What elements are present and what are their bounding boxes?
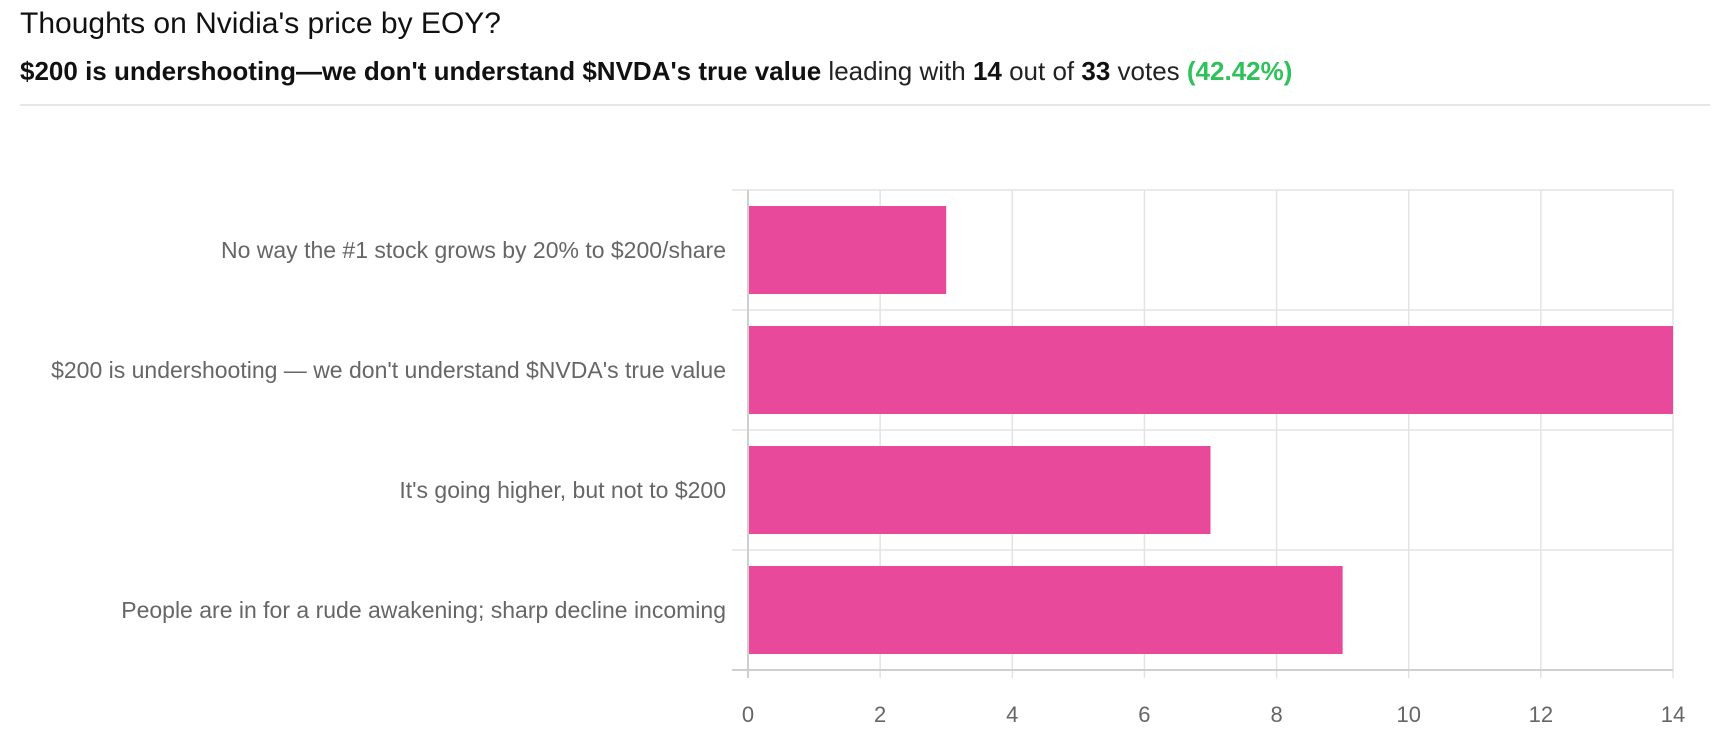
total-votes: 33 (1081, 56, 1111, 86)
x-tick-label: 8 (1270, 702, 1282, 727)
out-of-text: out of (1001, 56, 1082, 86)
x-tick-label: 10 (1396, 702, 1420, 727)
votes-text: votes (1110, 56, 1187, 86)
category-label: $200 is undershooting — we don't underst… (51, 357, 726, 383)
bar (749, 566, 1343, 654)
x-tick-label: 4 (1006, 702, 1018, 727)
poll-title: Thoughts on Nvidia's price by EOY? (20, 7, 501, 40)
category-label: People are in for a rude awakening; shar… (121, 597, 726, 623)
x-tick-label: 6 (1138, 702, 1150, 727)
x-tick-label: 2 (874, 702, 886, 727)
poll-summary: $200 is undershooting—we don't understan… (20, 54, 1710, 88)
header-divider (20, 104, 1710, 106)
leading-with-text: leading with (821, 56, 973, 86)
leader-votes: 14 (972, 56, 1002, 86)
leader-percent: (42.42%) (1186, 56, 1293, 86)
leader-option: $200 is undershooting—we don't understan… (20, 56, 822, 86)
bar (749, 206, 947, 294)
bar (749, 326, 1673, 414)
x-tick-label: 0 (742, 702, 754, 727)
category-label: It's going higher, but not to $200 (399, 477, 726, 503)
bar (749, 446, 1211, 534)
poll-header: Thoughts on Nvidia's price by EOY? $200 … (20, 4, 1710, 88)
category-label: No way the #1 stock grows by 20% to $200… (221, 237, 726, 263)
x-tick-label: 14 (1661, 702, 1685, 727)
x-tick-label: 12 (1529, 702, 1553, 727)
